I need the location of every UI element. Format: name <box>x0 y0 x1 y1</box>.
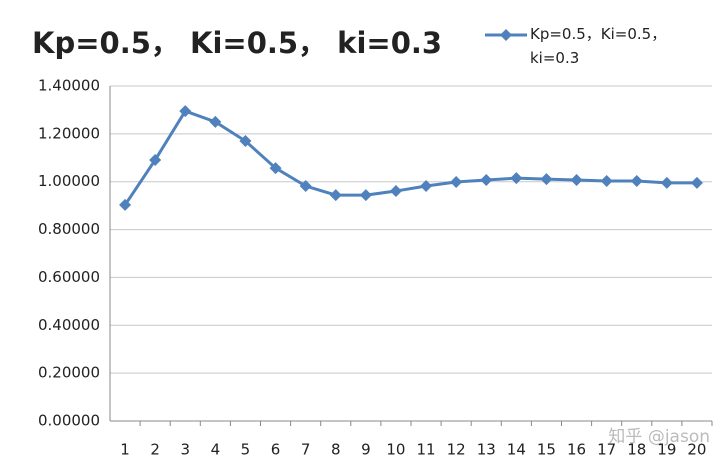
x-tick-label: 4 <box>211 441 221 459</box>
y-tick-label: 0.80000 <box>38 220 100 238</box>
point <box>239 135 252 148</box>
x-tick-label: 2 <box>150 441 160 459</box>
x-tick-label: 13 <box>477 441 496 459</box>
y-tick-label: 1.00000 <box>38 172 100 190</box>
point <box>510 172 523 185</box>
x-tick-label: 3 <box>180 441 190 459</box>
x-tick-label: 14 <box>507 441 526 459</box>
point <box>269 162 282 175</box>
legend-label: Kp=0.5，Ki=0.5，ki=0.3 <box>530 25 667 67</box>
point <box>179 105 192 118</box>
x-tick-label: 17 <box>597 441 616 459</box>
point <box>570 174 583 187</box>
legend-marker <box>500 29 512 41</box>
y-tick-label: 0.20000 <box>38 364 100 382</box>
point <box>540 173 553 186</box>
x-tick-label: 6 <box>271 441 281 459</box>
x-tick-label: 12 <box>447 441 466 459</box>
point <box>660 176 673 189</box>
x-tick-label: 11 <box>417 441 436 459</box>
point <box>480 174 493 187</box>
point <box>600 174 613 187</box>
point <box>329 189 342 202</box>
y-tick-label: 0.00000 <box>38 412 100 430</box>
point <box>359 189 372 202</box>
point <box>690 176 703 189</box>
point <box>149 153 162 166</box>
x-tick-label: 18 <box>627 441 646 459</box>
y-tick-label: 0.40000 <box>38 316 100 334</box>
y-tick-label: 1.20000 <box>38 124 100 142</box>
point <box>119 198 132 211</box>
point <box>389 185 402 198</box>
series-line <box>123 109 697 206</box>
point <box>630 174 643 187</box>
y-tick-label: 0.60000 <box>38 268 100 286</box>
x-tick-label: 8 <box>331 441 341 459</box>
x-tick-label: 9 <box>361 441 371 459</box>
point <box>450 175 463 188</box>
x-tick-label: 7 <box>301 441 311 459</box>
x-tick-label: 10 <box>386 441 405 459</box>
x-tick-label: 20 <box>687 441 706 459</box>
x-tick-label: 16 <box>567 441 586 459</box>
point <box>420 180 433 193</box>
chart-title: Kp=0.5， Ki=0.5， ki=0.3 <box>32 26 442 60</box>
x-tick-label: 19 <box>657 441 676 459</box>
point <box>209 115 222 128</box>
x-tick-label: 15 <box>537 441 556 459</box>
x-tick-label: 5 <box>241 441 251 459</box>
point <box>299 180 312 193</box>
y-tick-label: 1.40000 <box>38 77 100 95</box>
x-tick-label: 1 <box>120 441 130 459</box>
watermark: 知乎 @jason <box>608 427 710 447</box>
